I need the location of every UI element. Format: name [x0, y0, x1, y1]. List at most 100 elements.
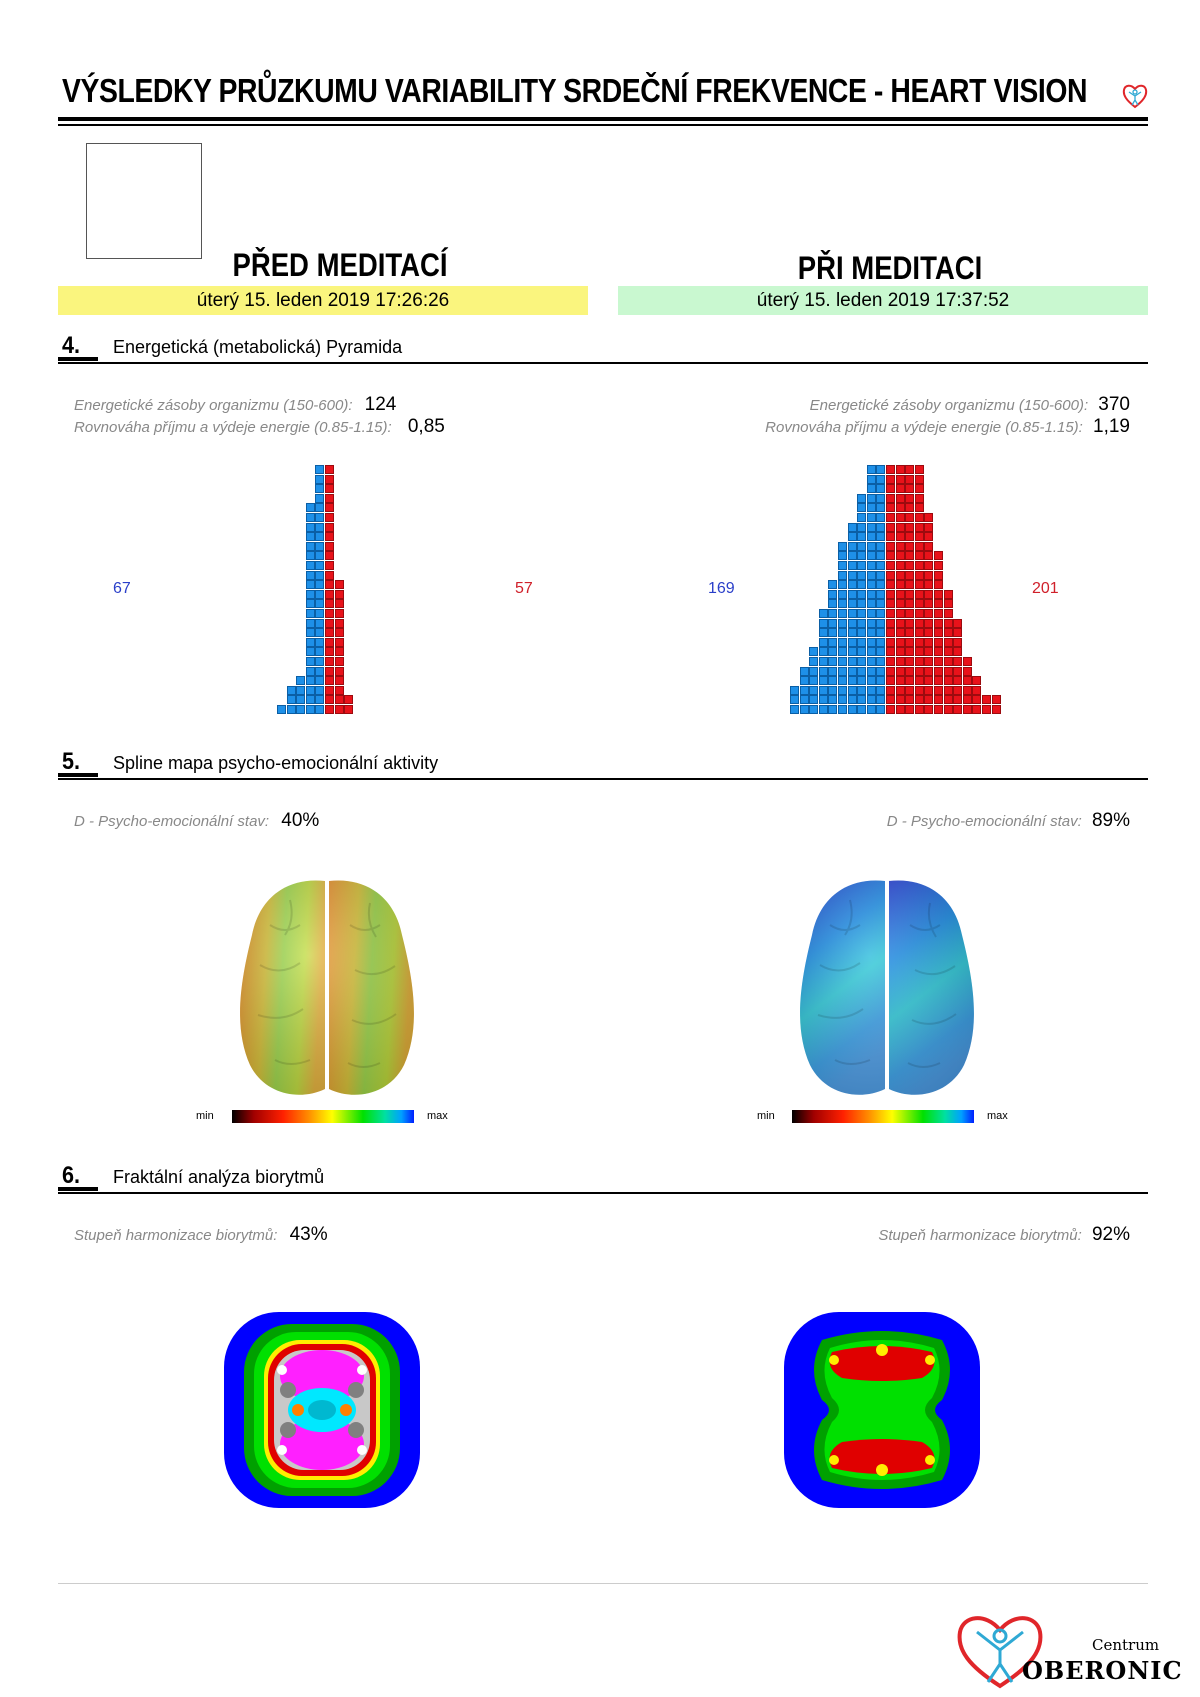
pyramid-cell-blue	[857, 666, 867, 676]
pyramid-cell-red	[953, 647, 963, 657]
pyramid-cell-blue	[286, 695, 296, 705]
pyramid-cell-blue	[847, 551, 857, 561]
pyramid-cell-blue	[866, 705, 876, 714]
pyramid-cell-red	[953, 666, 963, 676]
pyramid-cell-red	[325, 484, 334, 494]
pyramid-red-count: 201	[1032, 580, 1059, 597]
pyramid-cell-red	[886, 609, 895, 618]
pyramid-cell-red	[991, 695, 1001, 705]
pyramid-cell-blue	[838, 676, 847, 686]
pyramid-cell-blue	[305, 503, 315, 513]
pyramid-cell-blue	[838, 657, 847, 666]
pyramid-cell-red	[886, 484, 895, 494]
pyramid-cell-red	[895, 676, 905, 686]
pyramid-cell-blue	[305, 628, 315, 638]
pyramid-cell-red	[905, 484, 915, 494]
pyramid-cell-blue	[838, 685, 847, 695]
pyramid-cell-red	[325, 580, 334, 590]
pyramid-cell-red	[924, 599, 934, 609]
pyramid-cell-blue	[818, 618, 828, 628]
pyramid-cell-red	[943, 695, 953, 705]
pyramid-cell-red	[886, 599, 895, 609]
pyramid-cell-blue	[857, 493, 867, 503]
pyramid-cell-blue	[838, 628, 847, 638]
pyramid-cell-red	[334, 676, 344, 686]
pyramid-cell-red	[934, 599, 943, 609]
pyramid-cell-blue	[809, 676, 819, 686]
pyramid-cell-red	[905, 561, 915, 570]
pyramid-cell-blue	[838, 647, 847, 657]
pyramid-cell-red	[905, 676, 915, 686]
pyramid-cell-blue	[866, 647, 876, 657]
scale-max-label: max	[427, 1110, 448, 1122]
psycho-state-value: 40%	[281, 810, 320, 831]
pyramid-cell-red	[934, 618, 943, 628]
harmonization-value: 92%	[1091, 1224, 1130, 1245]
pyramid-cell-blue	[857, 580, 867, 590]
pyramid-cell-red	[953, 685, 963, 695]
pyramid-cell-blue	[838, 541, 847, 551]
pyramid-cell-red	[325, 618, 334, 628]
pyramid-cell-blue	[857, 532, 867, 542]
pyramid-cell-red	[924, 657, 934, 666]
pyramid-cell-blue	[296, 705, 306, 714]
pyramid-cell-red	[334, 705, 344, 714]
pyramid-cell-blue	[828, 695, 838, 705]
pyramid-cell-red	[905, 580, 915, 590]
pyramid-cell-blue	[847, 657, 857, 666]
pyramid-cell-red	[905, 513, 915, 522]
pyramid-cell-red	[934, 580, 943, 590]
pyramid-cell-red	[895, 705, 905, 714]
pyramid-cell-red	[953, 657, 963, 666]
pyramid-cell-red	[886, 474, 895, 484]
pyramid-cell-blue	[315, 618, 325, 628]
pyramid-cell-red	[905, 705, 915, 714]
balance-row-during: Rovnováha příjmu a výdeje energie (0.85-…	[765, 416, 1130, 438]
pyramid-cell-red	[914, 580, 924, 590]
pyramid-cell-blue	[818, 705, 828, 714]
pyramid-cell-red	[953, 618, 963, 628]
pyramid-cell-red	[325, 561, 334, 570]
pyramid-cell-blue	[876, 618, 886, 628]
pyramid-cell-blue	[876, 647, 886, 657]
pyramid-cell-blue	[818, 695, 828, 705]
pyramid-cell-blue	[847, 541, 857, 551]
pyramid-cell-red	[325, 705, 334, 714]
harmonization-label: Stupeň harmonizace biorytmů:	[878, 1227, 1082, 1244]
pyramid-cell-red	[924, 513, 934, 522]
pyramid-cell-blue	[838, 580, 847, 590]
pyramid-cell-red	[886, 618, 895, 628]
pyramid-cell-blue	[876, 589, 886, 599]
pyramid-cell-blue	[828, 705, 838, 714]
pyramid-cell-blue	[866, 637, 876, 647]
pyramid-cell-red	[895, 513, 905, 522]
pyramid-cell-red	[914, 532, 924, 542]
pyramid-cell-blue	[838, 551, 847, 561]
pyramid-cell-red	[905, 493, 915, 503]
pyramid-cell-red	[905, 551, 915, 561]
pyramid-cell-red	[325, 695, 334, 705]
pyramid-cell-red	[924, 685, 934, 695]
pyramid-cell-red	[934, 628, 943, 638]
pyramid-cell-red	[905, 685, 915, 695]
pyramid-cell-red	[325, 532, 334, 542]
pyramid-cell-red	[924, 647, 934, 657]
pyramid-cell-red	[886, 522, 895, 532]
pyramid-cell-blue	[847, 580, 857, 590]
pyramid-cell-red	[914, 561, 924, 570]
pyramid-cell-blue	[790, 685, 799, 695]
pyramid-cell-blue	[790, 695, 799, 705]
fractal-image-before	[224, 1312, 420, 1508]
section-marker	[58, 773, 98, 777]
pyramid-cell-blue	[315, 695, 325, 705]
pyramid-cell-blue	[305, 589, 315, 599]
pyramid-cell-red	[982, 695, 991, 705]
pyramid-cell-red	[914, 676, 924, 686]
psycho-state-value: 89%	[1091, 810, 1130, 831]
pyramid-cell-red	[914, 628, 924, 638]
pyramid-cell-red	[886, 503, 895, 513]
section-title: Spline mapa psycho-emocionální aktivity	[113, 753, 439, 773]
pyramid-cell-blue	[876, 705, 886, 714]
pyramid-cell-red	[895, 541, 905, 551]
pyramid-cell-red	[943, 657, 953, 666]
